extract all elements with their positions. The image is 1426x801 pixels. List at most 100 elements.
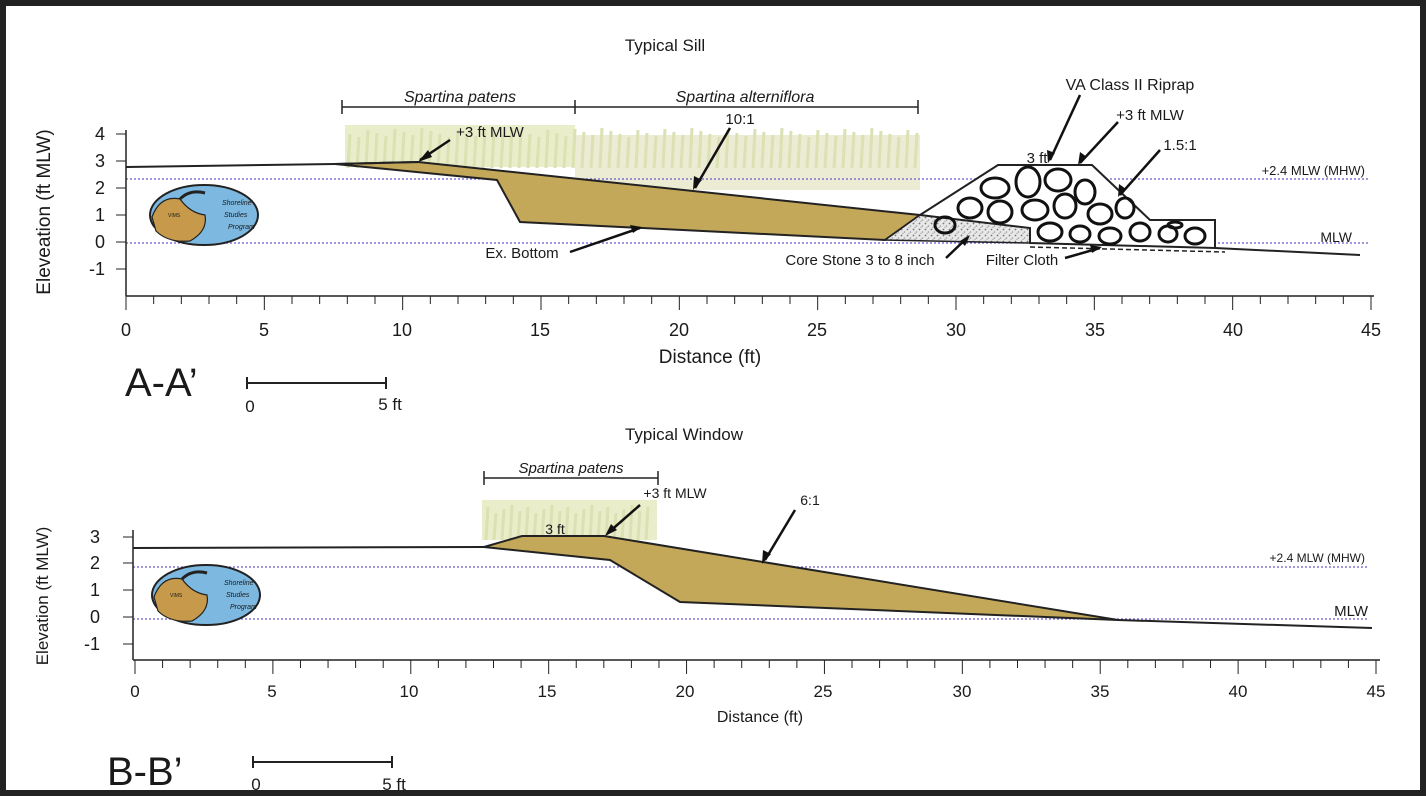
x-tick-labels-b: 0 5 10 15 20 25 30 35 40 45 [130,682,1385,701]
grass-stroke [895,136,901,169]
grass-stroke [706,133,712,169]
label-spartina-patens-a: Spartina patens [404,89,516,106]
grass-stroke [913,132,919,169]
grass-stroke [364,129,370,169]
grass-stroke [859,134,865,169]
grass-stroke [580,131,586,169]
label-slope-1-5-1: 1.5:1 [1163,137,1196,154]
x-tick-label: 5 [267,682,276,701]
grass-stroke [760,131,766,169]
bottom-line-a [1214,247,1361,256]
scale-five-a: 5 ft [378,395,402,414]
y-tick-label: -1 [84,634,100,654]
label-spartina-patens-b: Spartina patens [518,460,624,477]
grass-stroke [516,510,522,541]
x-tick-label: 35 [1091,682,1110,701]
x-tick-label: 25 [814,682,833,701]
grass-stroke [636,510,642,541]
shoreline-logo-b: Shoreline Studies Program VIMS [151,564,261,626]
grass-stroke [769,134,775,169]
x-tick-label: 40 [1229,682,1248,701]
logo-mark: VIMS [170,593,183,599]
grass-stroke [526,133,532,169]
ground-line-a [125,161,419,168]
y-tick-label: 2 [90,553,100,573]
y-ticks-b: 3 2 1 0 -1 [84,527,133,654]
y-tick-label: 4 [95,124,105,144]
grass-stroke [492,512,498,541]
label-spartina-alterniflora: Spartina alterniflora [676,89,815,106]
grass-stroke [481,128,487,169]
label-crest-width-b: 3 ft [545,521,565,537]
grass-stroke [886,133,892,169]
x-tick-label: 20 [669,320,689,340]
x-tick-label: 30 [946,320,966,340]
grass-stroke [553,132,559,169]
vegetation-brackets-a [341,100,919,114]
y-tick-label: 3 [95,151,105,171]
panel-a-title: Typical Sill [625,36,705,55]
grass-stroke [841,128,847,169]
arrow-heads-a [418,150,1126,253]
y-tick-label: -1 [89,259,105,279]
label-mlw-b: MLW [1334,603,1369,620]
logo-line1: Shoreline [224,580,254,587]
shoreline-logo-a: Shoreline Studies Program VIMS [149,184,259,246]
bottom-line-b [1117,619,1373,629]
x-axis-label-b: Distance (ft) [717,709,803,726]
scale-bar-b [252,756,393,768]
grass-stroke [535,136,541,169]
logo-mark: VIMS [168,213,181,219]
y-tick-label: 0 [95,232,105,252]
scale-bar-a [246,377,387,389]
grass-stroke [724,129,730,169]
y-tick-label: 1 [95,205,105,225]
arrow-heads-b [605,524,771,564]
grass-stroke [688,127,694,169]
x-tick-label: 25 [807,320,827,340]
label-marsh-elev-b: +3 ft MLW [643,485,707,501]
grass-stroke [751,128,757,169]
grass-stroke [391,128,397,169]
grass-stroke [508,127,514,169]
grass-stroke [850,131,856,169]
y-tick-label: 0 [90,607,100,627]
grass-stroke [500,508,506,541]
grass-stroke [778,127,784,169]
label-core-stone: Core Stone 3 to 8 inch [785,252,934,269]
grass-stroke [643,132,649,169]
label-marsh-elev-a: +3 ft MLW [456,124,524,141]
grass-stroke [564,506,570,541]
grass-stroke [454,129,460,169]
x-ticks-b [134,660,1377,674]
label-riprap: VA Class II Riprap [1066,77,1195,94]
y-tick-label: 2 [95,178,105,198]
grass-stroke [679,134,685,169]
x-tick-label: 45 [1367,682,1386,701]
scale-zero-b: 0 [251,775,260,794]
scale-zero-a: 0 [245,397,254,416]
logo-line2: Studies [224,212,248,219]
grass-stroke [616,133,622,169]
y-tick-label: 3 [90,527,100,547]
panel-b: Typical Window 3 2 1 0 -1 0 5 10 [33,425,1385,794]
x-tick-label: 10 [392,320,412,340]
grass-stroke [427,130,433,169]
x-tick-label: 45 [1361,320,1381,340]
grass-stroke [733,132,739,169]
x-tick-label: 15 [530,320,550,340]
x-tick-label: 20 [676,682,695,701]
grass-stroke [463,132,469,169]
logo-line3: Program [228,224,255,231]
x-tick-label: 40 [1223,320,1243,340]
logo-line3: Program [230,604,257,611]
grass-stroke [598,127,604,169]
grass-stroke [589,134,595,169]
x-tick-label: 0 [121,320,131,340]
grass-stroke [814,129,820,169]
vegetation-bracket-b [483,471,659,485]
grass-stroke [742,135,748,169]
grass-stroke [490,131,496,169]
grass-stroke [832,135,838,169]
